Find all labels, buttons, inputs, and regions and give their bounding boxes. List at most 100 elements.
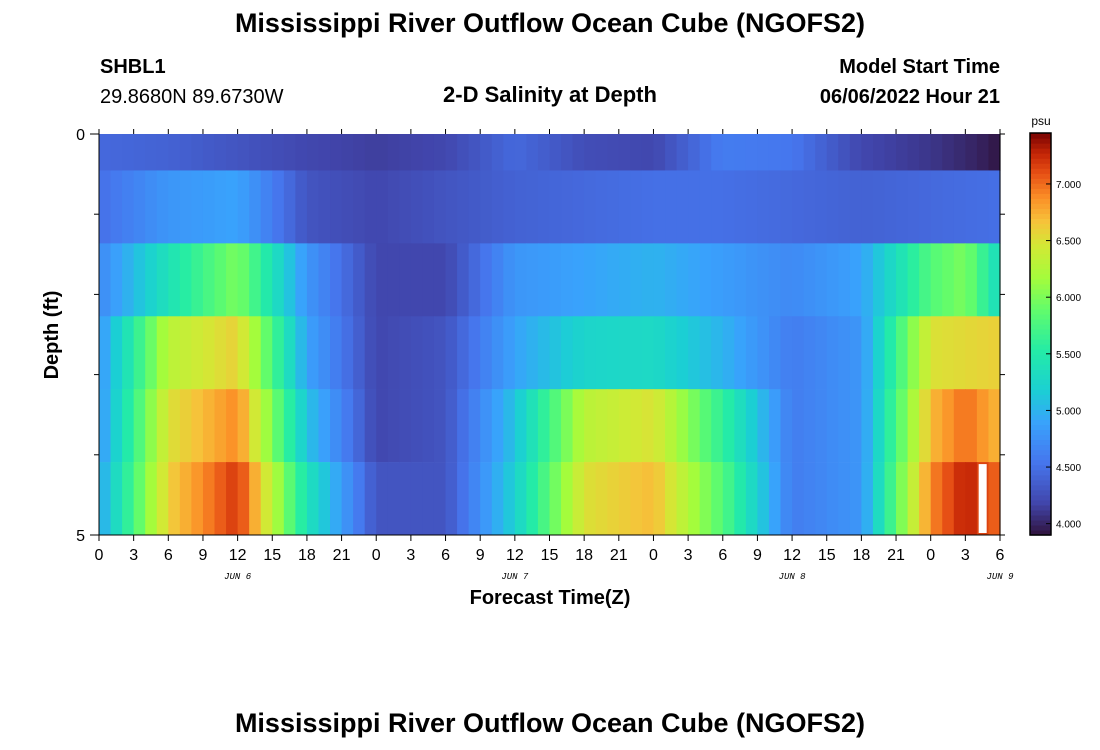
heatmap-cell — [803, 170, 816, 244]
heatmap-cell — [133, 170, 146, 244]
heatmap-cell — [422, 462, 435, 536]
colorbar-segment — [1030, 303, 1051, 310]
heatmap-cell — [457, 170, 470, 244]
heatmap-cell — [99, 243, 112, 317]
heatmap-cell — [618, 134, 631, 171]
heatmap-cells — [99, 134, 1001, 536]
colorbar-tick-label: 6.000 — [1056, 293, 1081, 304]
heatmap-cell — [722, 170, 735, 244]
heatmap-cell — [272, 134, 285, 171]
heatmap-cell — [653, 316, 666, 390]
heatmap-cell — [826, 316, 839, 390]
heatmap-cell — [780, 389, 793, 463]
heatmap-cell — [803, 134, 816, 171]
heatmap-cell — [260, 134, 273, 171]
heatmap-cell — [780, 316, 793, 390]
heatmap-cell — [699, 243, 712, 317]
heatmap-cell — [595, 243, 608, 317]
colorbar-tick-label: 4.000 — [1056, 520, 1081, 531]
heatmap-cell — [930, 462, 943, 536]
heatmap-cell — [468, 462, 481, 536]
heatmap-cell — [330, 170, 343, 244]
heatmap-cell — [838, 316, 851, 390]
heatmap-cell — [226, 134, 239, 171]
heatmap-cell — [480, 389, 493, 463]
colorbar-segment — [1030, 198, 1051, 204]
heatmap-cell — [145, 462, 158, 536]
heatmap-cell — [249, 170, 262, 244]
colorbar-segment — [1030, 494, 1051, 501]
heatmap-cell — [965, 134, 978, 171]
heatmap-cell — [630, 170, 643, 244]
heatmap-cell — [595, 170, 608, 244]
heatmap-cell — [607, 243, 620, 317]
colorbar-segment — [1030, 404, 1051, 410]
colorbar-segment — [1030, 499, 1051, 506]
heatmap-cell — [942, 462, 955, 536]
x-tick-label: 0 — [649, 547, 658, 564]
heatmap-cell — [792, 316, 805, 390]
heatmap-cell — [226, 170, 239, 244]
heatmap-cell — [249, 462, 262, 536]
colorbar-segment — [1030, 454, 1051, 461]
heatmap-cell — [156, 389, 169, 463]
colorbar-segment — [1030, 529, 1051, 536]
heatmap-cell — [514, 389, 527, 463]
heatmap-cell — [930, 170, 943, 244]
heatmap-cell — [919, 170, 932, 244]
heatmap-cell — [561, 134, 574, 171]
heatmap-cell — [179, 134, 193, 171]
heatmap-cell — [237, 134, 250, 171]
heatmap-cell — [376, 389, 389, 463]
heatmap-cell — [283, 243, 296, 317]
heatmap-cell — [503, 170, 516, 244]
heatmap-cell — [838, 389, 851, 463]
heatmap-cell — [872, 170, 886, 244]
heatmap-cell — [757, 134, 770, 171]
heatmap-cell — [618, 170, 631, 244]
colorbar-segment — [1030, 384, 1051, 390]
heatmap-cell — [676, 134, 689, 171]
heatmap-cell — [249, 243, 262, 317]
heatmap-cell — [861, 316, 874, 390]
heatmap-cell — [953, 389, 966, 463]
heatmap-cell — [838, 134, 851, 171]
heatmap-cell — [607, 316, 620, 390]
heatmap-cell — [768, 316, 782, 390]
heatmap-cell — [618, 389, 631, 463]
heatmap-cell — [399, 462, 412, 536]
heatmap-cell — [457, 389, 470, 463]
heatmap-cell — [815, 316, 828, 390]
heatmap-cell — [561, 243, 574, 317]
colorbar-segment — [1030, 148, 1051, 154]
heatmap-cell — [457, 243, 470, 317]
heatmap-cell — [468, 170, 481, 244]
x-tick-label: 3 — [129, 547, 138, 564]
heatmap-cell — [815, 243, 828, 317]
x-tick-label: 18 — [575, 547, 593, 564]
y-tick-label: 0 — [76, 127, 85, 144]
missing-data-gap — [978, 464, 987, 533]
heatmap-cell — [283, 389, 296, 463]
heatmap-cell — [653, 462, 666, 536]
heatmap-cell — [514, 134, 527, 171]
heatmap-cell — [306, 170, 320, 244]
heatmap-cell — [214, 462, 227, 536]
colorbar-tick-label: 5.000 — [1056, 406, 1081, 417]
heatmap-cell — [884, 170, 897, 244]
heatmap-cell — [768, 134, 782, 171]
colorbar-segment — [1030, 258, 1051, 265]
heatmap-cell — [953, 462, 966, 536]
heatmap-cell — [122, 170, 135, 244]
x-tick-label: 12 — [229, 547, 247, 564]
heatmap-cell — [468, 389, 481, 463]
heatmap-cell — [168, 134, 181, 171]
heatmap-cell — [318, 462, 331, 536]
heatmap-cell — [330, 462, 343, 536]
heatmap-cell — [422, 170, 435, 244]
heatmap-cell — [757, 389, 770, 463]
model-start-value: 06/06/2022 Hour 21 — [819, 86, 1000, 108]
heatmap-cell — [341, 170, 354, 244]
heatmap-cell — [872, 316, 886, 390]
date-label: JUN 7 — [501, 572, 529, 582]
